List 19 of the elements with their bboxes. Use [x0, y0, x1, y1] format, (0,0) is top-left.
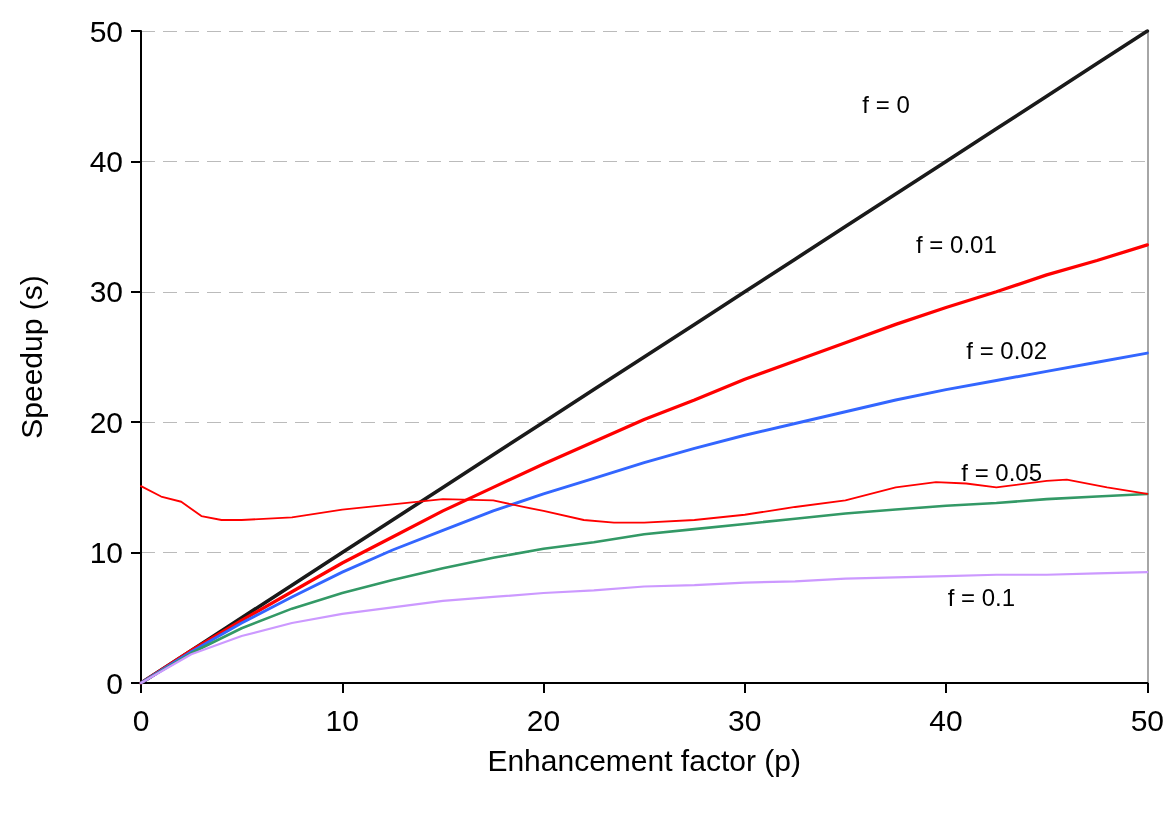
x-tick-label: 40: [929, 703, 963, 737]
y-tick-label: 30: [89, 275, 123, 309]
text: f = 0: [862, 90, 910, 118]
y-axis-title: Speedup (s): [14, 275, 48, 439]
y-tick-label: 50: [89, 14, 123, 48]
x-tick-label: 0: [132, 703, 150, 737]
x-tick-label: 20: [526, 703, 561, 737]
series-label: f = 0.05: [961, 458, 1043, 486]
x-tick-label: 30: [728, 703, 762, 737]
y-tick-label: 10: [89, 536, 123, 570]
y-tick-label: 20: [89, 405, 123, 439]
y-tick-label: 40: [89, 144, 123, 178]
x-tick-label: 10: [325, 703, 359, 737]
series-label: f = 0.01: [916, 231, 997, 259]
series-label: f = 0.1: [947, 584, 1016, 612]
x-tick-label: 50: [1130, 703, 1164, 737]
y-tick-label: 0: [106, 666, 123, 700]
x-axis-title: Enhancement factor (p): [487, 743, 801, 777]
series-label: f = 0.02: [966, 336, 1048, 364]
